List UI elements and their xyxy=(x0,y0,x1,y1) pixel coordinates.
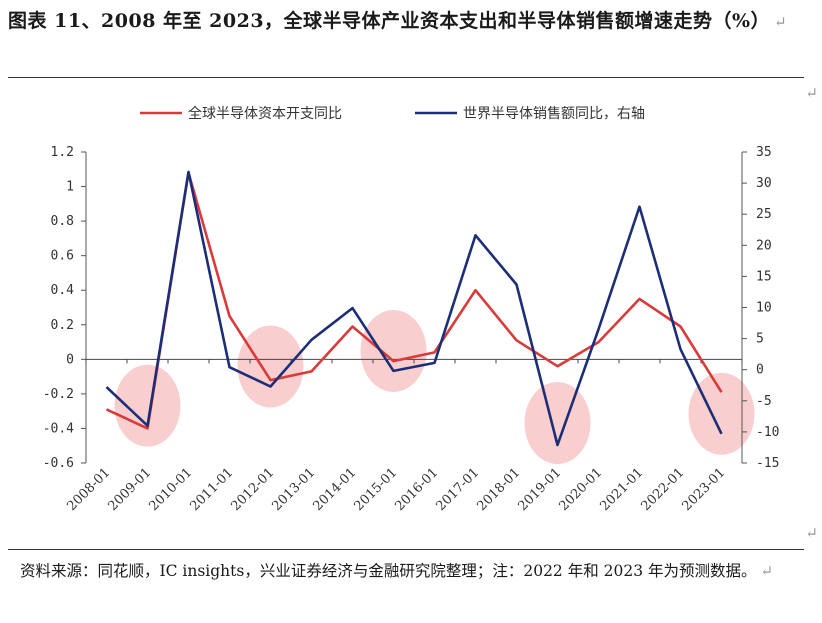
left-tick-label: 1 xyxy=(66,180,74,195)
right-tick-label: 10 xyxy=(756,301,772,316)
series-line-sales xyxy=(105,170,723,447)
x-tick-label: 2009-01 xyxy=(106,465,155,514)
x-tick-label: 2020-01 xyxy=(557,465,606,514)
x-tick-label: 2022-01 xyxy=(639,465,688,514)
highlight-ellipse xyxy=(524,382,591,464)
series-line-capex xyxy=(105,171,723,430)
figure-title-text: 图表 11、2008 年至 2023，全球半导体产业资本支出和半导体销售额增速走… xyxy=(8,10,771,32)
left-tick-label: -0.4 xyxy=(43,421,74,436)
x-tick-label: 2021-01 xyxy=(598,465,647,514)
left-tick-label: 0.8 xyxy=(51,214,74,229)
left-tick-label: 1.2 xyxy=(51,145,74,160)
left-tick-label: 0.2 xyxy=(51,318,74,333)
right-tick-label: 15 xyxy=(756,269,772,284)
right-tick-label: 0 xyxy=(756,363,764,378)
left-tick-label: 0.4 xyxy=(51,283,75,298)
return-mark-icon: ↵ xyxy=(760,562,774,580)
x-tick-label: 2012-01 xyxy=(229,465,278,514)
x-tick-label: 2014-01 xyxy=(311,465,360,514)
x-tick-label: 2018-01 xyxy=(475,465,524,514)
highlight-ellipse xyxy=(114,364,181,447)
x-tick-label: 2013-01 xyxy=(270,465,319,514)
legend-label-capex: 全球半导体资本开支同比 xyxy=(188,105,342,122)
right-tick-label: 20 xyxy=(756,238,772,253)
x-tick-label: 2015-01 xyxy=(352,465,401,514)
x-tick-label: 2011-01 xyxy=(188,465,237,514)
highlight-ellipse xyxy=(237,325,304,408)
highlight-ellipse xyxy=(688,372,755,455)
x-tick-label: 2016-01 xyxy=(393,465,442,514)
left-tick-label: 0 xyxy=(66,352,74,367)
x-tick-label: 2023-01 xyxy=(680,465,729,514)
x-tick-label: 2008-01 xyxy=(65,465,114,514)
right-tick-label: 35 xyxy=(756,145,772,160)
bottom-rule xyxy=(8,549,804,550)
source-note-text: 资料来源：同花顺，IC insights，兴业证券经济与金融研究院整理；注：20… xyxy=(20,562,757,580)
return-mark-icon: ↵ xyxy=(774,13,788,31)
left-tick-label: 0.6 xyxy=(51,249,74,264)
right-tick-label: 25 xyxy=(756,207,772,222)
source-note: 资料来源：同花顺，IC insights，兴业证券经济与金融研究院整理；注：20… xyxy=(20,556,810,586)
right-tick-label: -5 xyxy=(756,394,772,409)
left-tick-label: -0.2 xyxy=(43,387,74,402)
right-tick-label: 30 xyxy=(756,176,772,191)
x-tick-label: 2010-01 xyxy=(147,465,196,514)
x-tick-label: 2019-01 xyxy=(516,465,565,514)
legend-label-sales: 世界半导体销售额同比，右轴 xyxy=(463,106,645,122)
return-mark-icon: ↵ xyxy=(805,84,818,102)
top-rule xyxy=(8,77,804,78)
highlight-ellipse xyxy=(360,309,427,392)
right-tick-label: -15 xyxy=(756,456,779,471)
right-tick-label: 5 xyxy=(756,332,764,347)
return-mark-icon: ↵ xyxy=(805,524,818,542)
figure-title: 图表 11、2008 年至 2023，全球半导体产业资本支出和半导体销售额增速走… xyxy=(8,4,808,39)
x-tick-label: 2017-01 xyxy=(434,465,483,514)
right-tick-label: -10 xyxy=(756,425,779,440)
left-tick-label: -0.6 xyxy=(43,456,74,471)
